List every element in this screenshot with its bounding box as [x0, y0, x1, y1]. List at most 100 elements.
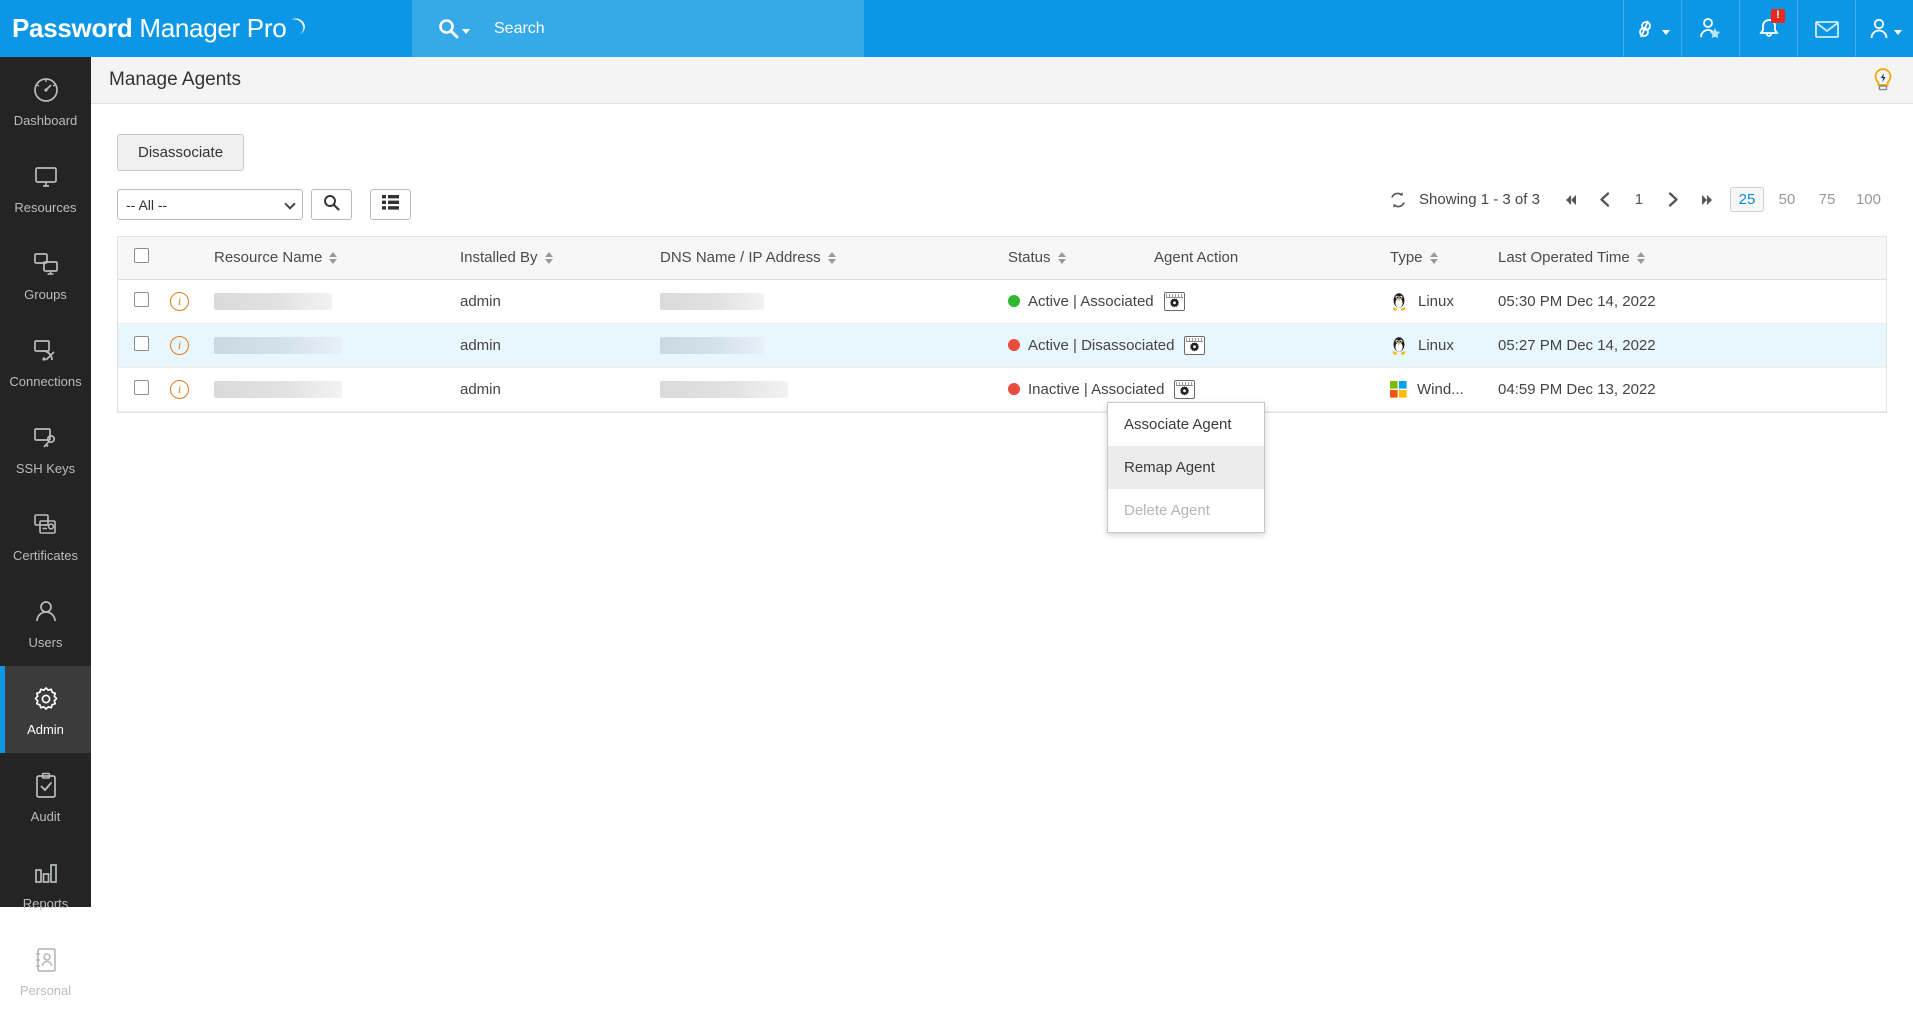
- info-icon[interactable]: i: [170, 379, 189, 399]
- sidebar-item-certificates[interactable]: Certificates: [0, 492, 91, 579]
- filter-toolbar: -- All -- Showing 1 - 3 of 3: [117, 187, 1887, 220]
- redacted-resource-name: [214, 380, 342, 398]
- sidebar-item-connections[interactable]: Connections: [0, 318, 91, 405]
- page-size-100[interactable]: 100: [1855, 191, 1881, 208]
- links-chevron-down-icon[interactable]: [1661, 30, 1670, 35]
- select-all-checkbox[interactable]: [134, 248, 149, 264]
- cell-installed-by: admin: [454, 279, 654, 324]
- sidebar-item-users[interactable]: Users: [0, 579, 91, 666]
- prev-page-icon[interactable]: [1588, 192, 1622, 207]
- redacted-dns-name: [660, 380, 788, 398]
- notifications-bell-icon[interactable]: !: [1739, 0, 1797, 57]
- sort-icon[interactable]: [827, 251, 836, 264]
- links-icon[interactable]: [1623, 0, 1681, 57]
- column-header-last-operated-time[interactable]: Last Operated Time: [1492, 237, 1886, 280]
- row-select-cell: [118, 323, 164, 368]
- filter-select[interactable]: -- All --: [117, 189, 303, 220]
- info-icon[interactable]: i: [170, 335, 189, 355]
- select-all-header: [118, 237, 164, 280]
- cell-resource-name: [208, 367, 454, 412]
- status-dot: [1008, 339, 1020, 351]
- mail-envelope-icon[interactable]: [1797, 0, 1855, 57]
- profile-chevron-down-icon[interactable]: [1893, 30, 1902, 35]
- menu-item-remap-agent[interactable]: Remap Agent: [1108, 446, 1264, 489]
- last-page-icon[interactable]: [1690, 193, 1724, 207]
- row-checkbox[interactable]: [134, 335, 149, 351]
- column-header-resource-name[interactable]: Resource Name: [208, 237, 454, 280]
- disassociate-button[interactable]: Disassociate: [117, 134, 245, 171]
- group-monitors-icon: [32, 247, 60, 281]
- table-row[interactable]: i admin Active | Associated: [118, 279, 1886, 324]
- connection-icon: [32, 334, 60, 368]
- redacted-dns-name: [660, 292, 764, 310]
- search-button[interactable]: [311, 189, 352, 220]
- brand-title-rest: Manager Pro: [132, 13, 287, 43]
- column-header-installed-by[interactable]: Installed By: [454, 237, 654, 280]
- column-header-agent-action: Agent Action: [1148, 237, 1384, 280]
- search-icon: [323, 194, 340, 216]
- brand-swirl-icon: [288, 13, 308, 44]
- cell-last-operated-time: 05:27 PM Dec 14, 2022: [1492, 323, 1886, 368]
- gear-icon: [31, 682, 61, 716]
- sidebar-item-admin[interactable]: Admin: [0, 666, 91, 753]
- table-row[interactable]: i admin Inactive | Associated: [118, 367, 1886, 412]
- row-checkbox[interactable]: [134, 379, 149, 395]
- redacted-resource-name: [214, 336, 342, 354]
- brand-title: Password Manager Pro: [12, 13, 308, 44]
- sidebar-item-groups[interactable]: Groups: [0, 231, 91, 318]
- row-info-cell: i: [164, 279, 208, 324]
- menu-item-delete-agent: Delete Agent: [1124, 502, 1210, 519]
- table-row[interactable]: i admin Active | Disassociated: [118, 323, 1886, 368]
- column-header-status[interactable]: Status: [1002, 237, 1148, 280]
- sort-icon[interactable]: [1429, 251, 1438, 264]
- sidebar-item-resources[interactable]: Resources: [0, 144, 91, 231]
- sort-icon[interactable]: [329, 251, 338, 264]
- redacted-dns-name: [660, 336, 764, 354]
- sidebar-item-audit[interactable]: Audit: [0, 753, 91, 840]
- favorites-user-icon[interactable]: [1681, 0, 1739, 57]
- app-brand[interactable]: Password Manager Pro: [0, 0, 412, 57]
- column-header-dns-name[interactable]: DNS Name / IP Address: [654, 237, 1002, 280]
- info-icon[interactable]: i: [170, 291, 189, 311]
- agent-gear-window-icon[interactable]: [1184, 335, 1206, 355]
- user-profile-icon[interactable]: [1855, 0, 1913, 57]
- first-page-icon[interactable]: [1554, 193, 1588, 207]
- lightbulb-tips-icon[interactable]: [1871, 67, 1895, 93]
- sidebar-item-reports[interactable]: Reports: [0, 840, 91, 927]
- sidebar-item-dashboard[interactable]: Dashboard: [0, 57, 91, 144]
- global-search-box[interactable]: Search: [412, 0, 864, 57]
- current-page-number[interactable]: 1: [1634, 191, 1644, 208]
- cell-type: Linux: [1384, 279, 1492, 324]
- agent-gear-window-icon[interactable]: [1163, 291, 1185, 311]
- sidebar-item-personal[interactable]: Personal: [0, 927, 91, 1014]
- sidebar-item-label: SSH Keys: [15, 461, 76, 476]
- page-size-50[interactable]: 50: [1778, 191, 1796, 208]
- page-size-75[interactable]: 75: [1818, 191, 1836, 208]
- bar-chart-icon: [32, 856, 60, 890]
- search-scope-chevron-down-icon[interactable]: [462, 29, 470, 34]
- header-icon-group: !: [1623, 0, 1913, 57]
- sort-icon[interactable]: [544, 251, 553, 264]
- notification-badge: !: [1771, 9, 1785, 23]
- column-label: Installed By: [460, 249, 538, 267]
- column-header-type[interactable]: Type: [1384, 237, 1492, 280]
- cell-resource-name: [208, 323, 454, 368]
- menu-item-associate-agent[interactable]: Associate Agent: [1124, 416, 1232, 433]
- next-page-icon[interactable]: [1656, 192, 1690, 207]
- sort-icon[interactable]: [1636, 251, 1645, 264]
- row-info-cell: i: [164, 367, 208, 412]
- column-chooser-icon: [382, 194, 399, 215]
- sidebar-item-label: Dashboard: [13, 113, 78, 128]
- sort-icon[interactable]: [1057, 251, 1066, 264]
- refresh-icon[interactable]: [1389, 191, 1407, 209]
- search-input[interactable]: Search: [494, 19, 545, 37]
- sidebar-item-ssh-keys[interactable]: SSH Keys: [0, 405, 91, 492]
- column-label: DNS Name / IP Address: [660, 249, 821, 267]
- column-chooser-button[interactable]: [370, 189, 411, 220]
- page-size-25[interactable]: 25: [1729, 187, 1764, 212]
- cell-type: Wind...: [1384, 367, 1492, 412]
- status-text: Active | Disassociated: [1028, 336, 1175, 354]
- cell-last-operated-time: 04:59 PM Dec 13, 2022: [1492, 367, 1886, 412]
- agent-gear-window-icon[interactable]: [1174, 379, 1196, 399]
- row-checkbox[interactable]: [134, 291, 149, 307]
